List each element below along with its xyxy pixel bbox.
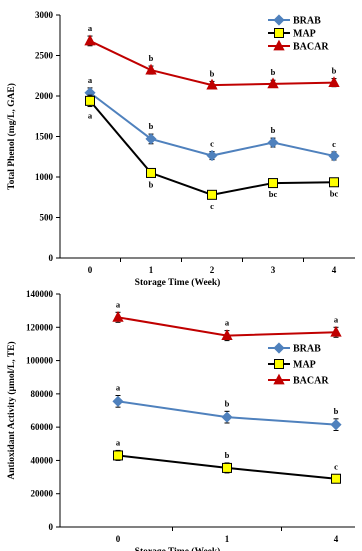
data-point-bacar [221, 329, 233, 341]
data-point-brab [206, 149, 218, 162]
x-tick-label: 4 [334, 534, 339, 544]
data-point-map [146, 167, 156, 178]
x-tick-label: 3 [271, 265, 276, 275]
significance-label: b [271, 67, 276, 77]
legend: BRAB MAP BACAR [268, 342, 329, 387]
data-point-bacar [206, 78, 218, 90]
x-axis-title: Storage Time (Week) [135, 277, 221, 288]
significance-label: a [88, 75, 93, 85]
data-point-bacar [330, 325, 342, 337]
y-tick-label: 2000 [35, 91, 54, 101]
data-point-brab [112, 395, 124, 407]
data-point-bacar [328, 76, 340, 88]
legend-marker-brab [273, 14, 285, 26]
data-point-map [268, 178, 278, 189]
legend-marker-bacar [273, 373, 285, 385]
legend-label-brab: BRAB [293, 16, 321, 27]
data-point-bacar [112, 310, 124, 322]
x-tick-label: 0 [116, 534, 121, 544]
series-brab: a b b [112, 383, 342, 431]
x-tick-label: 1 [225, 534, 230, 544]
significance-label: b [149, 121, 154, 131]
data-point-brab [267, 137, 279, 149]
significance-label: b [149, 53, 154, 63]
series-bacar: a a a [112, 299, 342, 342]
data-point-bacar [84, 34, 96, 46]
chart-1: 0 500 1000 1500 2000 2500 3000 0 1 2 3 4 Storage Tim… [6, 10, 355, 288]
legend-label-map: MAP [293, 360, 316, 371]
significance-label: c [332, 139, 336, 149]
legend-label-bacar: BACAR [293, 42, 329, 53]
chart-2: 0 20000 40000 60000 80000 100000 120000 140000 0… [6, 289, 355, 551]
y-tick-label: 120000 [26, 322, 54, 332]
data-point-map [207, 189, 217, 200]
legend-label-brab: BRAB [293, 344, 321, 355]
data-point-bacar [145, 63, 157, 75]
significance-label: a [88, 23, 93, 33]
series-map: a b c [113, 437, 341, 484]
significance-label: bc [330, 188, 339, 198]
legend-marker-bacar [273, 39, 285, 51]
significance-label: a [225, 318, 230, 328]
significance-label: b [271, 125, 276, 135]
significance-label: b [210, 68, 215, 78]
significance-label: a [88, 111, 93, 121]
y-tick-label: 60000 [31, 422, 54, 432]
significance-label: b [149, 179, 154, 189]
y-tick-label: 1500 [35, 132, 54, 142]
data-point-bacar [267, 77, 279, 89]
y-tick-label: 3000 [35, 10, 54, 20]
significance-label: a [116, 383, 121, 393]
data-point-brab [328, 150, 340, 162]
significance-label: b [334, 406, 339, 416]
data-point-map [222, 462, 232, 473]
legend-marker-map [274, 359, 284, 369]
data-point-map [113, 450, 123, 461]
y-tick-label: 20000 [31, 489, 54, 499]
legend-marker-brab [273, 342, 285, 354]
data-point-map [331, 473, 341, 484]
x-axis-title: Storage Time (Week) [135, 546, 221, 551]
x-tick-label: 1 [149, 265, 154, 275]
series-brab: a b c b c [84, 75, 340, 162]
y-tick-label: 0 [49, 522, 54, 532]
significance-label: a [116, 299, 121, 309]
significance-label: bc [269, 189, 278, 199]
y-tick-label: 80000 [31, 389, 54, 399]
y-axis-title: Total Phenol (mg/L, GAE) [6, 83, 17, 190]
y-tick-label: 1000 [35, 172, 54, 182]
series-bacar: a b b b b [84, 23, 340, 90]
data-point-map [85, 95, 95, 106]
y-tick-label: 2500 [35, 51, 54, 61]
significance-label: b [332, 66, 337, 76]
x-tick-label: 0 [88, 265, 93, 275]
y-tick-label: 140000 [26, 289, 54, 299]
legend-label-map: MAP [293, 29, 316, 40]
legend: BRAB MAP BACAR [268, 14, 329, 53]
y-tick-label: 500 [40, 213, 54, 223]
legend-marker-map [274, 28, 284, 38]
data-point-brab [145, 133, 157, 145]
significance-label: a [116, 437, 121, 447]
data-point-brab [221, 411, 233, 423]
y-tick-label: 0 [49, 253, 54, 263]
data-point-map [329, 177, 339, 188]
significance-label: a [334, 314, 339, 324]
significance-label: b [225, 450, 230, 460]
significance-label: c [210, 201, 214, 211]
legend-label-bacar: BACAR [293, 376, 329, 387]
y-axis-title: Antioxidant Activity (µmol/L, TE) [6, 341, 17, 479]
y-tick-label: 100000 [26, 356, 54, 366]
significance-label: c [334, 462, 338, 472]
data-point-brab [330, 419, 342, 431]
x-tick-label: 2 [210, 265, 215, 275]
significance-label: b [225, 398, 230, 408]
x-tick-label: 4 [332, 265, 337, 275]
y-tick-label: 40000 [31, 455, 54, 465]
significance-label: c [210, 138, 214, 148]
